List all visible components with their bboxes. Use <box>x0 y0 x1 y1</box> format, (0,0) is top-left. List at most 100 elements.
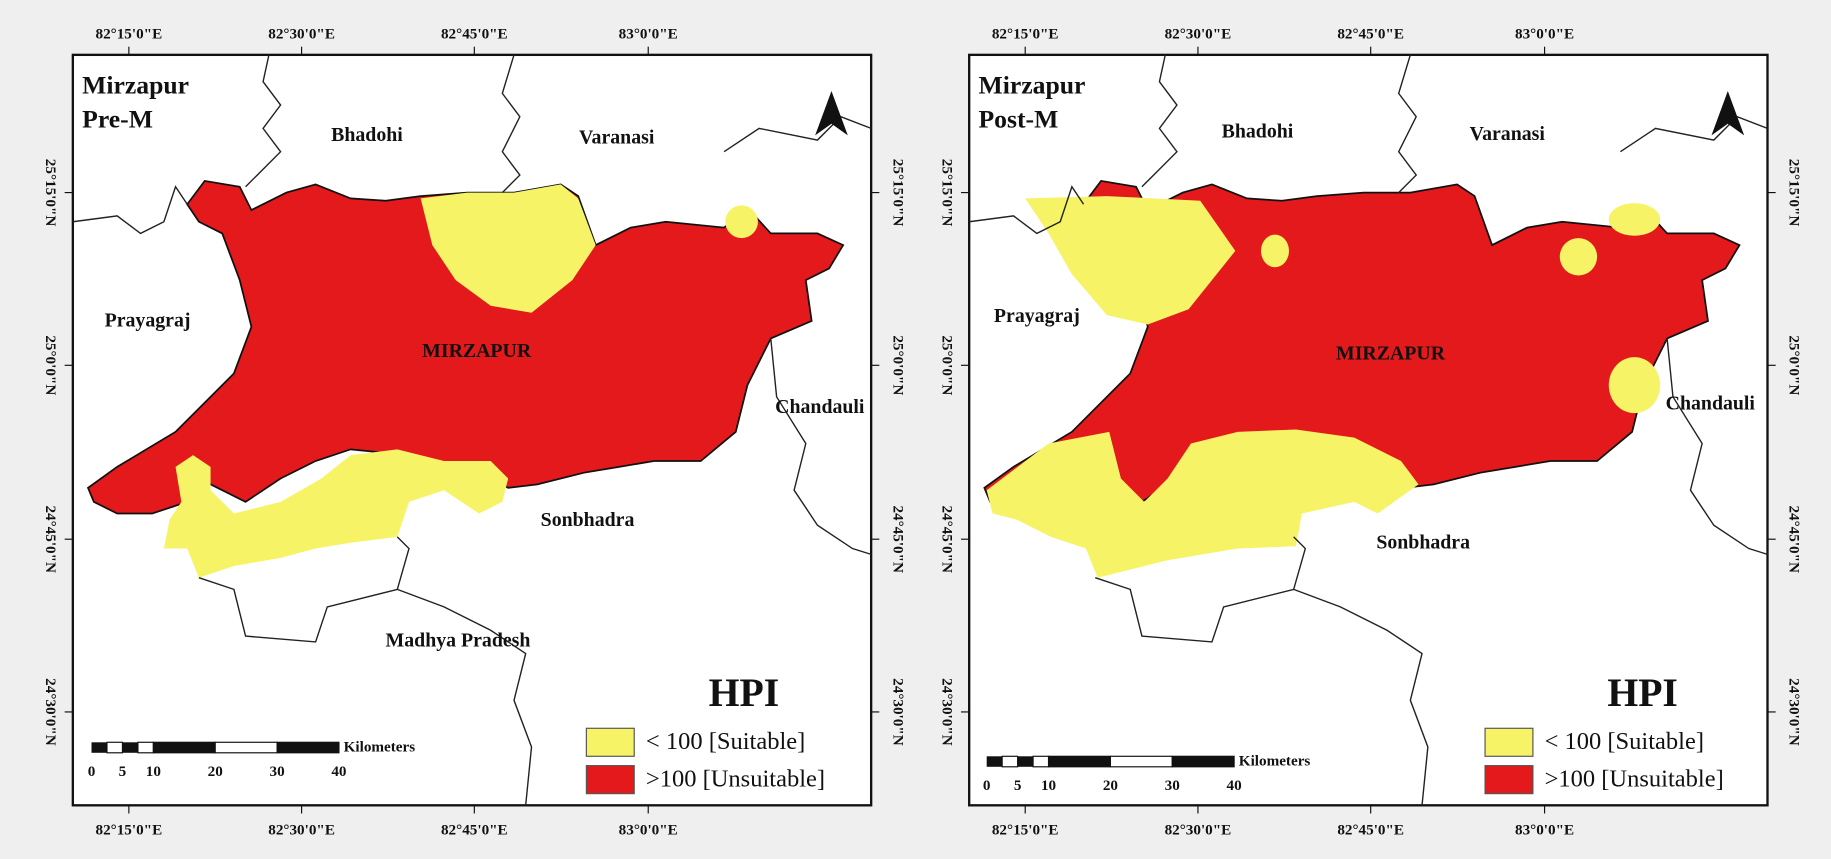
place-label: Bhadohi <box>1222 121 1294 143</box>
latitude-label: 24°30'0"N <box>1786 678 1803 746</box>
place-label: Varanasi <box>579 126 655 148</box>
latitude-label: 24°30'0"N <box>889 678 906 746</box>
longitude-label: 83°0'0"E <box>1515 25 1574 42</box>
district-boundary <box>198 536 410 643</box>
longitude-label: 82°45'0"E <box>441 25 508 42</box>
legend-label: >100 [Unsuitable] <box>1545 765 1724 792</box>
scale-unit: Kilometers <box>1239 753 1311 770</box>
scale-segment <box>122 742 138 753</box>
scale-segment <box>276 741 340 754</box>
legend-label: < 100 [Suitable] <box>646 728 805 755</box>
latitude-label: 25°0'0"N <box>938 335 955 395</box>
latitude-label: 24°30'0"N <box>42 678 59 746</box>
north-arrow <box>815 91 848 136</box>
place-label: Madhya Pradesh <box>386 629 531 651</box>
longitude-label: 82°45'0"E <box>1337 821 1404 838</box>
longitude-label: 82°15'0"E <box>992 25 1059 42</box>
district-boundary <box>770 338 872 556</box>
map-panel: Mirzapur Pre-M 82°15'0"E 82°15'0"E 82°30'0"E… <box>42 25 906 838</box>
scale-tick-label: 10 <box>146 763 161 780</box>
latitude-label: 25°15'0"N <box>938 159 955 227</box>
place-label: Varanasi <box>1470 123 1546 145</box>
place-label: Sonbhadra <box>1376 531 1470 553</box>
place-label: Sonbhadra <box>541 509 635 531</box>
suitable-zone <box>1025 196 1236 325</box>
scale-segment <box>152 741 216 754</box>
legend-swatch <box>1484 727 1534 757</box>
scale-segment <box>214 741 278 754</box>
latitude-label: 24°45'0"N <box>42 505 59 573</box>
district-boundary <box>969 185 1085 235</box>
place-label: Prayagraj <box>994 305 1080 327</box>
suitable-zone <box>163 449 509 578</box>
suitable-zone <box>986 429 1419 578</box>
suitable-zone <box>1260 234 1289 268</box>
legend-swatch <box>585 727 635 757</box>
district-boundary <box>1095 536 1307 643</box>
longitude-label: 82°30'0"E <box>1165 821 1232 838</box>
scale-tick-label: 5 <box>119 763 127 780</box>
legend-title: HPI <box>1607 671 1678 715</box>
scale-tick-label: 20 <box>208 763 223 780</box>
district-boundary <box>72 185 188 235</box>
district-boundary <box>397 588 533 806</box>
scale-segment <box>91 742 107 753</box>
longitude-label: 82°45'0"E <box>441 821 508 838</box>
district-boundary <box>501 54 521 194</box>
map-title: Pre-M <box>82 104 153 133</box>
district-boundary <box>1620 115 1768 153</box>
place-label: MIRZAPUR <box>422 340 532 362</box>
place-label: Chandauli <box>1666 393 1756 415</box>
scale-tick-label: 30 <box>1165 777 1180 794</box>
latitude-label: 25°15'0"N <box>1786 159 1803 227</box>
map-title: Mirzapur <box>979 70 1086 99</box>
scale-segment <box>1109 755 1173 768</box>
district-boundary <box>1293 588 1429 806</box>
scale-segment <box>106 741 124 754</box>
scale-segment <box>986 756 1003 767</box>
longitude-label: 82°45'0"E <box>1337 25 1404 42</box>
latitude-label: 25°0'0"N <box>1786 335 1803 395</box>
scale-tick-label: 40 <box>1227 777 1242 794</box>
scale-segment <box>137 741 154 754</box>
district-boundary <box>1141 54 1178 188</box>
scale-tick-label: 10 <box>1041 777 1056 794</box>
latitude-label: 24°45'0"N <box>938 505 955 573</box>
district-boundary <box>1397 54 1418 194</box>
scale-tick-label: 0 <box>983 777 991 794</box>
suitable-zone <box>1608 357 1661 414</box>
map-title: Mirzapur <box>82 70 189 99</box>
scale-tick-label: 30 <box>270 763 285 780</box>
scale-tick-label: 5 <box>1014 777 1022 794</box>
suitable-zone <box>420 184 596 313</box>
place-label: Prayagraj <box>105 310 191 332</box>
latitude-label: 24°45'0"N <box>1786 505 1803 573</box>
scale-tick-label: 0 <box>88 763 96 780</box>
scale-tick-label: 40 <box>331 763 346 780</box>
longitude-label: 83°0'0"E <box>1515 821 1574 838</box>
latitude-label: 24°30'0"N <box>938 678 955 746</box>
suitable-zone <box>1608 203 1661 236</box>
latitude-label: 25°15'0"N <box>889 159 906 227</box>
scale-segment <box>1047 755 1111 768</box>
latitude-label: 25°0'0"N <box>42 335 59 395</box>
longitude-label: 82°15'0"E <box>992 821 1059 838</box>
scale-segment <box>1017 756 1034 767</box>
district-boundary <box>245 54 282 188</box>
scale-segment <box>1032 755 1050 768</box>
longitude-label: 82°30'0"E <box>268 821 335 838</box>
latitude-label: 24°45'0"N <box>889 505 906 573</box>
north-arrow <box>1711 91 1745 136</box>
scale-tick-label: 20 <box>1103 777 1118 794</box>
legend-label: >100 [Unsuitable] <box>646 765 825 792</box>
district-boundary <box>1666 338 1768 556</box>
place-label: MIRZAPUR <box>1336 342 1446 364</box>
legend-label: < 100 [Suitable] <box>1545 728 1704 755</box>
longitude-label: 82°15'0"E <box>96 25 163 42</box>
legend-swatch <box>585 765 635 795</box>
scale-segment <box>1171 755 1235 768</box>
legend-title: HPI <box>709 671 780 715</box>
longitude-label: 83°0'0"E <box>619 821 678 838</box>
longitude-label: 83°0'0"E <box>619 25 678 42</box>
